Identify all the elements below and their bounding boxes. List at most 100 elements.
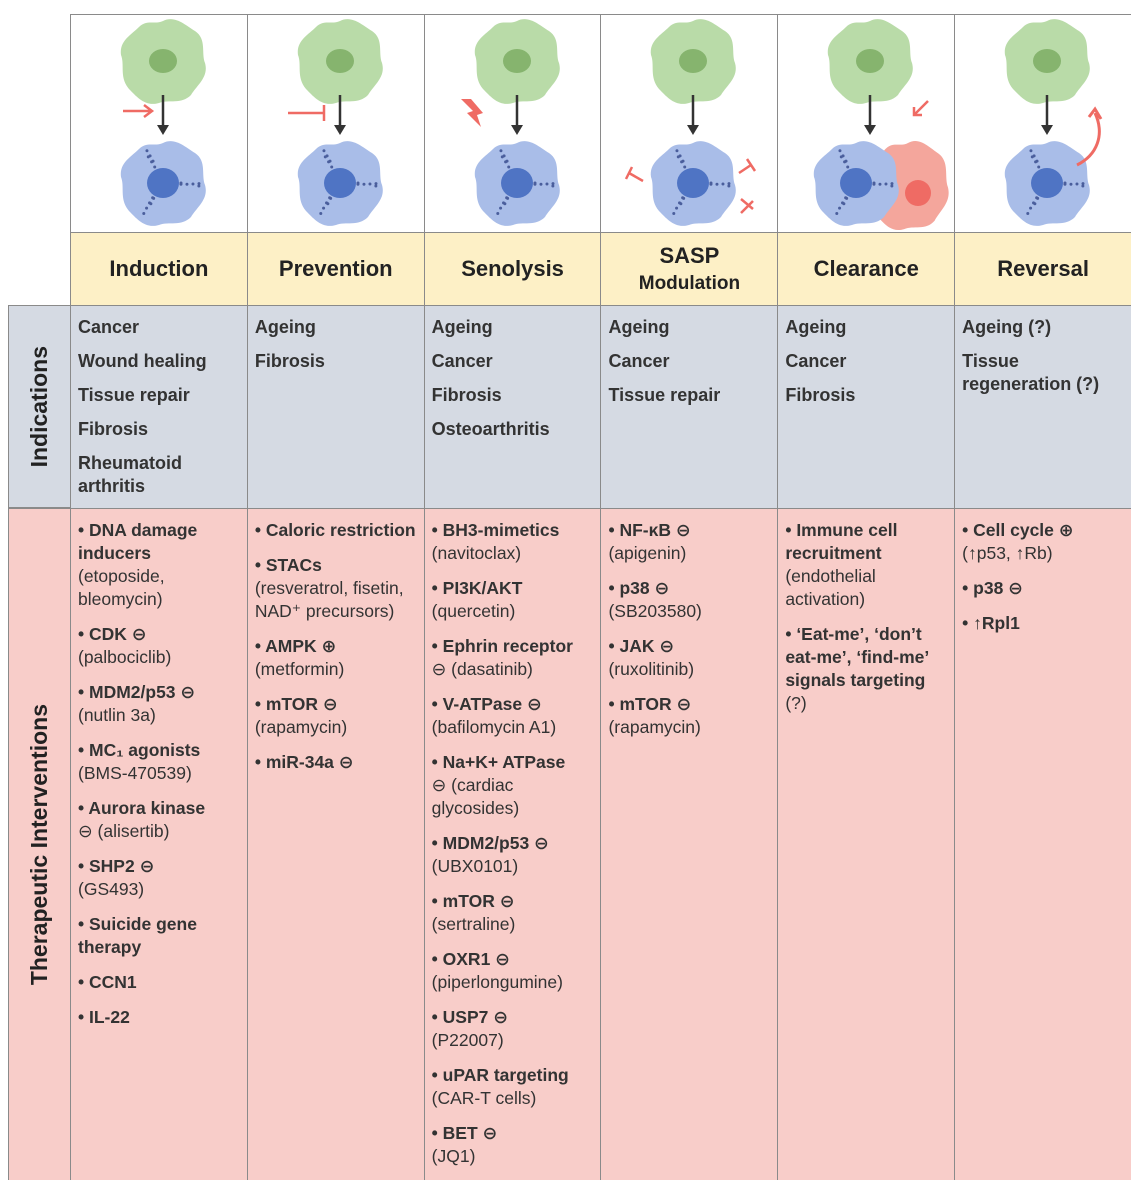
granule: [142, 211, 146, 215]
indications-cell: Ageing Cancer Tissue repair: [600, 305, 778, 508]
intervention-agent: (?): [785, 693, 807, 713]
intervention-agent: (CAR-T cells): [431, 1088, 537, 1108]
corner: [0, 14, 70, 232]
indication: Fibrosis: [78, 419, 149, 439]
granule: [727, 182, 731, 186]
granule: [1063, 182, 1067, 186]
intervention: • V-ATPase ⊖ (bafilomycin A1): [432, 693, 595, 739]
interventions-cell: • Cell cycle ⊕ (↑p53, ↑Rb) • p38 ⊖ • ↑Rpl1: [954, 508, 1131, 1180]
intervention-target: • p38 ⊖: [608, 578, 670, 598]
intervention-agent: (rapamycin): [608, 717, 701, 737]
indication: Fibrosis: [431, 385, 502, 405]
intervention-agent: (BMS-470539): [78, 763, 192, 783]
nucleus: [856, 49, 885, 73]
granule: [322, 149, 326, 153]
granule: [328, 159, 332, 163]
granule: [179, 182, 183, 186]
intervention-target: • Aurora kinase: [78, 798, 206, 818]
granule: [1037, 165, 1041, 169]
intervention-agent: (resveratrol, fisetin, NAD⁺ precursors): [254, 578, 404, 621]
intervention: • mTOR ⊖ (rapamycin): [255, 693, 418, 739]
intervention-target: • Immune cell recruitment: [785, 520, 898, 563]
granule: [890, 182, 894, 186]
intervention: • SHP2 ⊖ (GS493): [78, 855, 241, 901]
column-header: Senolysis: [423, 232, 601, 305]
intervention: • STACs (resveratrol, fisetin, NAD⁺ precu…: [255, 554, 418, 623]
intervention: • OXR1 ⊖ (piperlongumine): [432, 948, 595, 994]
interventions-cell: • DNA damage inducers (etoposide, bleomyc…: [70, 508, 247, 1180]
granule: [841, 201, 845, 205]
row-label-text: Therapeutic Interventions: [26, 703, 52, 986]
nucleus: [147, 168, 179, 198]
intervention: • CCN1: [78, 971, 241, 994]
intervention-agent: (apigenin): [608, 543, 687, 563]
granule: [844, 159, 848, 163]
granule: [838, 206, 842, 210]
column-header: SASP Modulation: [600, 232, 778, 305]
granule: [505, 159, 509, 163]
granule: [327, 196, 331, 200]
granule: [1029, 206, 1033, 210]
intervention: • uPAR targeting (CAR-T cells): [432, 1064, 595, 1110]
granule: [506, 165, 510, 169]
intervention-target: • IL-22: [78, 1007, 130, 1027]
indication: Tissue regeneration (?): [962, 351, 1100, 394]
arrowhead: [333, 125, 346, 135]
granule: [1081, 182, 1085, 186]
intervention-target: • mTOR ⊖: [608, 694, 692, 714]
granule: [325, 154, 329, 158]
granule: [504, 196, 508, 200]
intervention: • CDK ⊖ (palbociclib): [78, 623, 241, 669]
intervention-agent: (metformin): [254, 659, 345, 679]
indication: Cancer: [608, 351, 670, 371]
icon-cell: [954, 14, 1131, 232]
immune-nucleus: [905, 180, 932, 206]
indications-cell: Ageing Cancer Fibrosis Osteoarthritis: [423, 305, 601, 508]
intervention: • BET ⊖ (JQ1): [432, 1122, 595, 1168]
intervention: • Ephrin receptor ⊖ (dasatinib): [432, 635, 595, 681]
granule: [374, 182, 378, 186]
granule: [878, 182, 882, 186]
column-header: Reversal: [954, 232, 1131, 305]
nucleus: [500, 168, 533, 198]
indication: Cancer: [785, 351, 847, 371]
granule: [145, 206, 149, 210]
corner: [0, 232, 70, 305]
intervention-target: • Cell cycle ⊕: [962, 520, 1074, 540]
intervention: • Na+K+ ATPase ⊖ (cardiac glycosides): [432, 751, 595, 820]
granule: [153, 165, 157, 169]
granule: [501, 201, 505, 205]
granule: [356, 182, 360, 186]
intervention-target: • JAK ⊖: [608, 636, 675, 656]
icon-shape: [460, 99, 483, 127]
granule: [1035, 196, 1039, 200]
intervention: • JAK ⊖ (ruxolitinib): [608, 635, 771, 681]
intervention-agent: (SB203580): [608, 601, 702, 621]
intervention-agent: (piperlongumine): [431, 972, 563, 992]
intervention-agent: (ruxolitinib): [608, 659, 695, 679]
granule: [1075, 182, 1079, 186]
arrowhead: [157, 125, 169, 135]
intervention-target: • miR-34a ⊖: [254, 752, 354, 772]
intervention: • mTOR ⊖ (sertraline): [432, 890, 595, 936]
indications-cell: Ageing Fibrosis: [246, 305, 424, 508]
intervention-target: • OXR1 ⊖: [431, 949, 510, 969]
granule: [675, 206, 679, 210]
intervention: • Immune cell recruitment (endothelial ac…: [785, 519, 948, 611]
intervention-agent: (endothelial activation): [785, 566, 876, 609]
indication: Ageing (?): [962, 317, 1052, 337]
intervention-target: • ‘Eat-me’, ‘don’t eat-me’, ‘find-me’ si…: [785, 624, 929, 690]
intervention: • MDM2/p53 ⊖ (nutlin 3a): [78, 681, 241, 727]
intervention: • miR-34a ⊖: [255, 751, 418, 774]
column-title: Senolysis: [461, 256, 564, 281]
arrowhead: [510, 125, 523, 135]
intervention: • ‘Eat-me’, ‘don’t eat-me’, ‘find-me’ si…: [785, 623, 948, 715]
column-title: Induction: [109, 256, 209, 281]
granule: [1035, 159, 1039, 163]
intervention-target: • CDK ⊖: [78, 624, 147, 644]
intervention-target: • V-ATPase ⊖: [431, 694, 542, 714]
intervention-target: • SHP2 ⊖: [78, 856, 155, 876]
nucleus: [840, 168, 873, 198]
intervention-agent: (quercetin): [431, 601, 516, 621]
indication: Osteoarthritis: [431, 419, 550, 439]
